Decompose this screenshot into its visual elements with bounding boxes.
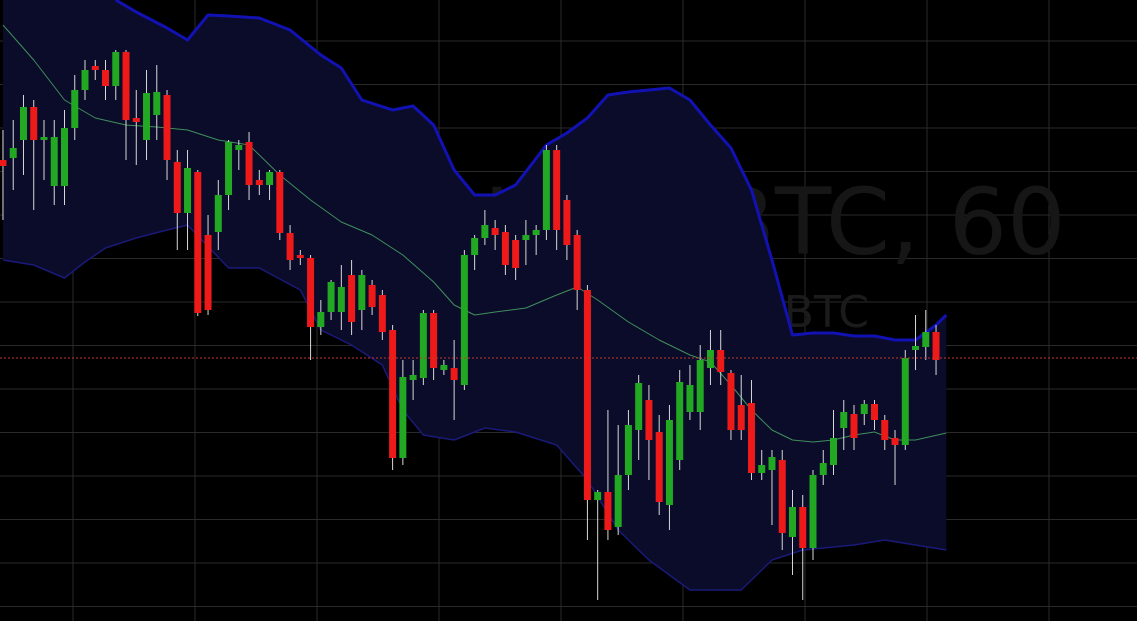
candle-body [91, 66, 99, 70]
candle-body [235, 145, 243, 150]
candle-body [881, 420, 889, 440]
candle-body [225, 142, 233, 195]
candle-body [194, 172, 202, 313]
candle-body [686, 385, 694, 412]
candle-body [173, 162, 181, 213]
candle-body [307, 258, 315, 327]
candle-body [491, 228, 499, 235]
candle-body [143, 93, 151, 140]
candle-body [296, 255, 304, 258]
candle-body [542, 150, 550, 230]
candle-body [532, 230, 540, 235]
lower-band [2, 224, 947, 591]
candle-body [553, 150, 561, 230]
candle-body [655, 432, 663, 502]
candle-body [327, 282, 335, 312]
candle-body [50, 137, 58, 186]
candle-body [348, 275, 356, 322]
candle-body [245, 142, 253, 185]
candle-body [624, 425, 632, 475]
candle-body [19, 107, 27, 140]
candle-body [337, 287, 345, 312]
candle-body [122, 52, 130, 120]
candle-body [614, 475, 622, 527]
candle-body [563, 200, 571, 245]
candle-body [891, 438, 899, 445]
candle-body [788, 507, 796, 537]
candle-body [440, 365, 448, 370]
candle-body [922, 332, 930, 347]
candle-body [30, 107, 38, 140]
candle-body [358, 275, 366, 310]
candle-body [768, 457, 776, 470]
candle-body [276, 172, 284, 233]
candle-body [317, 312, 325, 327]
candle-body [71, 90, 79, 128]
candle-body [932, 332, 940, 360]
candle-body [901, 358, 909, 445]
candle-body [389, 330, 397, 458]
candle-body [696, 360, 704, 412]
candle-body [706, 350, 714, 368]
candle-body [0, 160, 7, 166]
candle-body [860, 404, 868, 414]
candle-body [809, 475, 817, 548]
candle-body [286, 233, 294, 260]
candle-body [665, 420, 673, 505]
candle-body [409, 375, 417, 380]
candle-body [583, 290, 591, 500]
candle-body [266, 172, 274, 185]
candle-body [471, 238, 479, 255]
candle-body [419, 313, 427, 378]
candle-body [604, 492, 612, 530]
candle-body [799, 507, 807, 548]
candle-body [132, 118, 140, 122]
candle-body [912, 346, 920, 350]
candle-body [460, 255, 468, 385]
upper-band [115, 0, 948, 342]
candle-body [204, 235, 212, 310]
candle-body [829, 438, 837, 465]
candle-body [112, 52, 120, 86]
candle-body [153, 92, 161, 115]
candle-body [850, 414, 858, 438]
candle-body [594, 492, 602, 500]
candle-body [676, 382, 684, 460]
candle-body [378, 295, 386, 332]
candle-body [573, 235, 581, 290]
candle-body [81, 70, 89, 90]
candle-body [501, 232, 509, 265]
candle-body [481, 225, 489, 238]
candle-body [60, 128, 68, 186]
candle-body [778, 460, 786, 533]
candle-body [758, 465, 766, 473]
candle-body [727, 373, 735, 430]
candle-body [737, 405, 745, 430]
candle-body [450, 368, 458, 380]
candle-body [255, 180, 263, 185]
candle-body [368, 285, 376, 307]
candle-body [399, 377, 407, 458]
candle-body [184, 168, 192, 213]
candle-body [214, 195, 222, 232]
candle-body [512, 240, 520, 268]
candle-body [102, 70, 110, 86]
middle-band [2, 24, 947, 443]
candle-body [522, 235, 530, 240]
candle-body [819, 463, 827, 475]
candle-body [747, 403, 755, 473]
candle-body [635, 383, 643, 430]
candle-body [871, 404, 879, 420]
candle-body [840, 412, 848, 428]
candle-body [717, 350, 725, 372]
candle-body [430, 313, 438, 368]
candle-body [645, 400, 653, 440]
candle-body [40, 137, 48, 140]
candle-body [9, 148, 17, 158]
candle-body [163, 95, 171, 160]
